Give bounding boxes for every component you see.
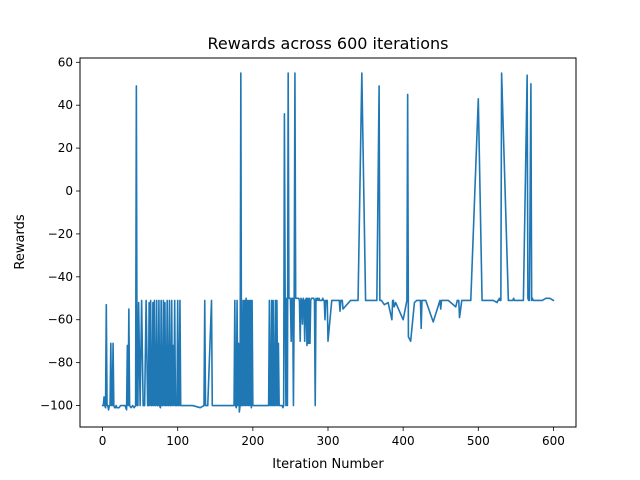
x-tick-label: 600 bbox=[542, 434, 565, 448]
x-axis: 0 100 200 300 400 500 600 bbox=[99, 427, 565, 448]
y-tick-label: −100 bbox=[40, 399, 73, 413]
x-tick-label: 500 bbox=[467, 434, 490, 448]
y-tick-label: −80 bbox=[48, 356, 73, 370]
y-axis-label: Rewards bbox=[13, 214, 28, 269]
series-line-rewards bbox=[101, 72, 555, 413]
y-tick-label: 20 bbox=[58, 141, 73, 155]
series-layer bbox=[101, 72, 555, 413]
chart-title: Rewards across 600 iterations bbox=[208, 34, 449, 53]
y-tick-label: −60 bbox=[48, 313, 73, 327]
x-tick-label: 100 bbox=[166, 434, 189, 448]
y-axis: −100 −80 −60 −40 −20 0 20 40 60 bbox=[40, 55, 80, 413]
x-tick-label: 0 bbox=[99, 434, 107, 448]
x-tick-label: 400 bbox=[392, 434, 415, 448]
y-tick-label: −20 bbox=[48, 227, 73, 241]
x-tick-label: 200 bbox=[241, 434, 264, 448]
x-tick-label: 300 bbox=[317, 434, 340, 448]
y-tick-label: 0 bbox=[65, 184, 73, 198]
x-axis-label: Iteration Number bbox=[272, 457, 384, 472]
y-tick-label: 60 bbox=[58, 55, 73, 69]
y-tick-label: 40 bbox=[58, 98, 73, 112]
y-tick-label: −40 bbox=[48, 270, 73, 284]
